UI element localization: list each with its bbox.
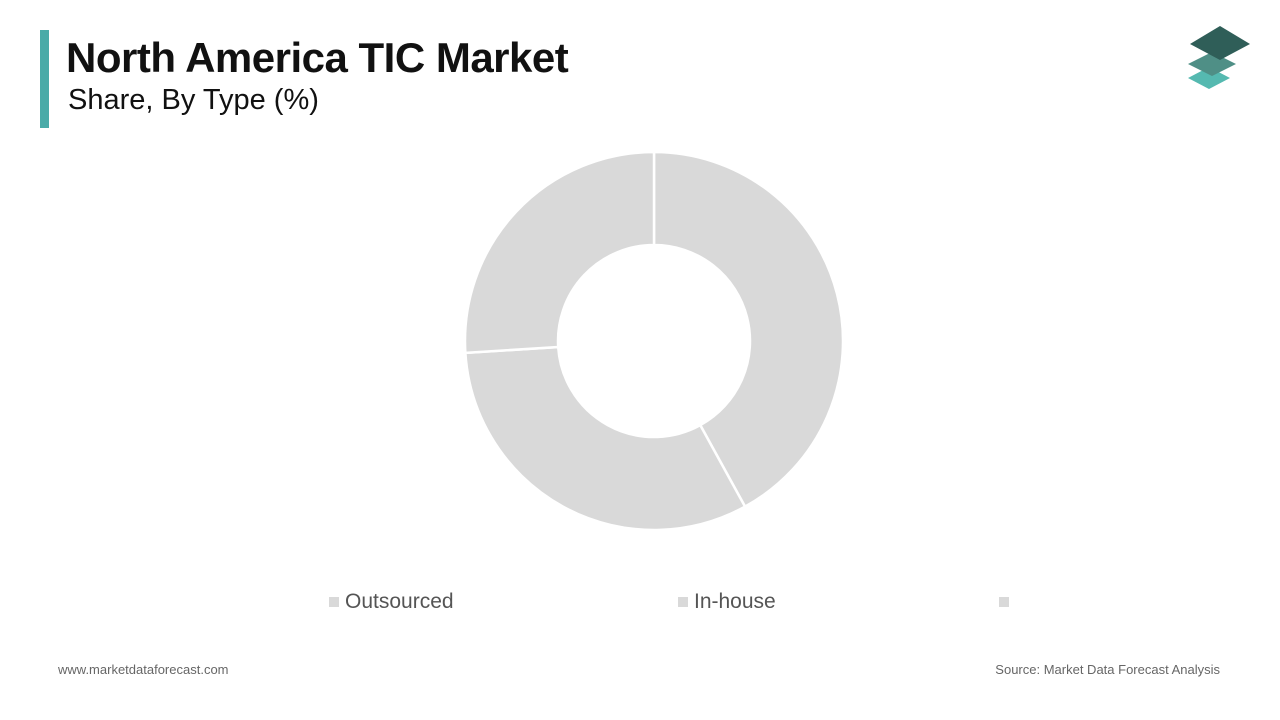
legend-swatch: [329, 597, 339, 607]
legend-label: In-house: [694, 590, 776, 613]
legend-item-unlabeled: [999, 588, 1015, 616]
logo-icon: [1188, 26, 1250, 89]
legend-swatch: [678, 597, 688, 607]
footer-source: Source: Market Data Forecast Analysis: [995, 662, 1220, 677]
logo-layer-top: [1190, 26, 1250, 60]
donut-slice-outsourced: [652, 150, 845, 509]
legend-item-in-house: In-house: [678, 588, 776, 616]
donut-slices: [463, 150, 845, 532]
logo-layer-middle: [1188, 52, 1236, 76]
chart-title: North America TIC Market: [66, 34, 569, 81]
title-accent-bar: [40, 30, 49, 128]
footer-website[interactable]: www.marketdataforecast.com: [58, 662, 229, 677]
logo-layer-bottom: [1188, 67, 1230, 89]
chart-legend: Outsourced In-house: [0, 588, 1280, 616]
donut-chart: [463, 150, 845, 532]
legend-label: Outsourced: [345, 590, 454, 613]
donut-slice-unlabeled-3: [463, 150, 656, 355]
chart-subtitle: Share, By Type (%): [68, 84, 319, 116]
donut-slice-in-house: [464, 345, 747, 532]
legend-swatch: [999, 597, 1009, 607]
legend-item-outsourced: Outsourced: [329, 588, 454, 616]
